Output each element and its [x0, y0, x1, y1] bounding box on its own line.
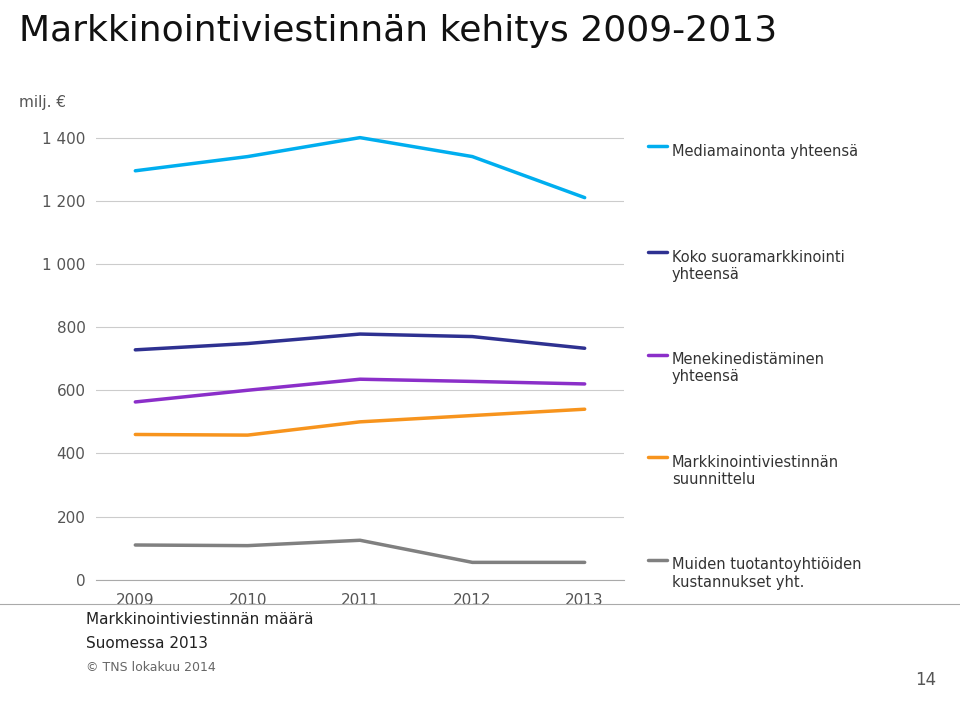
Text: milj. €: milj. € — [19, 95, 66, 110]
Text: Koko suoramarkkinointi
yhteensä: Koko suoramarkkinointi yhteensä — [672, 250, 845, 282]
Text: TNS: TNS — [10, 660, 62, 684]
Text: Muiden tuotantoyhtiöiden
kustannukset yht.: Muiden tuotantoyhtiöiden kustannukset yh… — [672, 557, 861, 590]
Text: Markkinointiviestinnän määrä: Markkinointiviestinnän määrä — [86, 612, 314, 626]
Text: Markkinointiviestinnän
suunnittelu: Markkinointiviestinnän suunnittelu — [672, 455, 839, 487]
Text: 14: 14 — [915, 672, 936, 689]
Text: Menekinedistäminen
yhteensä: Menekinedistäminen yhteensä — [672, 352, 825, 385]
Text: Suomessa 2013: Suomessa 2013 — [86, 636, 208, 651]
Text: © TNS lokakuu 2014: © TNS lokakuu 2014 — [86, 661, 216, 674]
Text: Markkinointiviestinnän kehitys 2009-2013: Markkinointiviestinnän kehitys 2009-2013 — [19, 14, 778, 48]
Text: back to
index: back to index — [36, 572, 66, 591]
Text: Mediamainonta yhteensä: Mediamainonta yhteensä — [672, 144, 858, 158]
